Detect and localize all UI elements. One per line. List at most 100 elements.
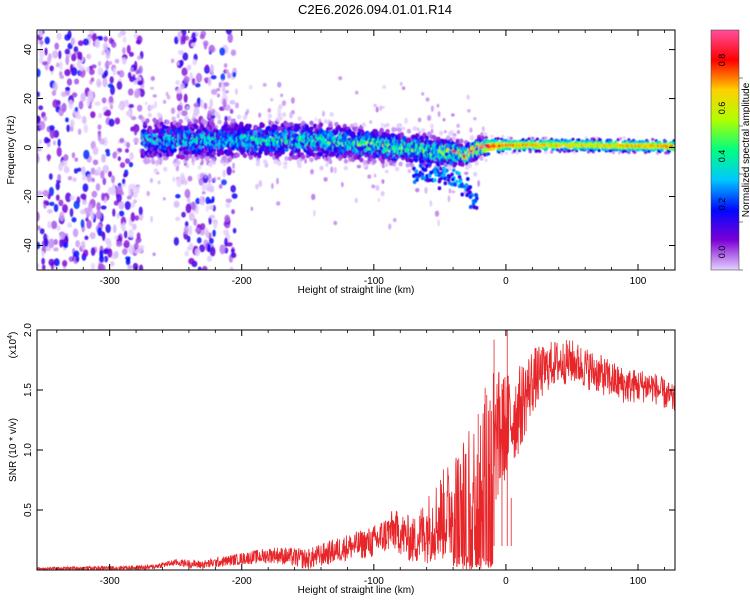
heatmap-cell [181, 110, 188, 117]
heatmap-cell [102, 77, 108, 88]
heatmap-cell [178, 118, 183, 124]
heatmap-cell [406, 128, 412, 134]
heatmap-cell [122, 248, 128, 256]
heatmap-cell [41, 250, 45, 258]
heatmap-cell [343, 165, 349, 171]
heatmap-cell [227, 33, 233, 43]
heatmap-cell [51, 220, 58, 230]
heatmap-cell [64, 69, 71, 77]
heatmap-cell [210, 122, 216, 127]
heatmap-cell [388, 161, 394, 166]
heatmap-cell [314, 117, 318, 122]
heatmap-cell [118, 210, 125, 217]
heatmap-cell [571, 137, 575, 141]
heatmap-cell [441, 173, 446, 178]
heatmap-cell [100, 170, 105, 180]
heatmap-cell [104, 61, 110, 70]
heatmap-cell [217, 176, 221, 181]
heatmap-cell [116, 80, 123, 90]
heatmap-cell [425, 164, 429, 169]
spectrogram-ylabel: Frequency (Hz) [6, 116, 17, 185]
heatmap-cell [53, 238, 58, 246]
heatmap-cell [162, 197, 166, 201]
heatmap-cell [81, 116, 87, 125]
heatmap-cell [206, 186, 213, 192]
heatmap-cell [451, 177, 455, 182]
heatmap-cell [451, 113, 455, 117]
heatmap-cell [71, 53, 77, 62]
heatmap-cell [146, 158, 151, 164]
heatmap-cell [123, 230, 128, 239]
heatmap-cell [577, 138, 581, 142]
heatmap-cell [117, 103, 123, 110]
heatmap-cell [218, 183, 223, 189]
heatmap-cell [338, 76, 343, 81]
heatmap-cell [386, 122, 390, 127]
heatmap-cell [237, 141, 243, 147]
heatmap-cell [557, 139, 561, 143]
heatmap-cell [627, 150, 631, 155]
heatmap-cell [312, 209, 316, 217]
heatmap-cell [375, 185, 380, 191]
heatmap-cell [321, 135, 326, 141]
heatmap-cell [658, 149, 662, 154]
heatmap-cell [177, 50, 185, 56]
heatmap-cell [39, 120, 46, 131]
heatmap-cell [62, 204, 68, 213]
heatmap-cell [597, 148, 601, 153]
heatmap-cell [94, 39, 101, 49]
heatmap-cell [74, 157, 79, 162]
heatmap-cell [534, 149, 538, 153]
heatmap-cell [325, 163, 329, 167]
heatmap-cell [114, 58, 120, 64]
heatmap-cell [617, 151, 621, 155]
heatmap-cell [99, 138, 106, 145]
heatmap-cell [356, 164, 362, 169]
heatmap-cell [176, 88, 183, 94]
heatmap-cell [39, 228, 45, 235]
heatmap-cell [60, 91, 67, 98]
heatmap-cell [270, 97, 274, 102]
spectrogram-xtick-label-2: -100 [364, 276, 384, 287]
heatmap-cell [278, 115, 283, 121]
heatmap-cell [149, 104, 155, 110]
heatmap-cell [115, 240, 123, 247]
heatmap-cell [157, 112, 162, 118]
heatmap-cell [468, 194, 473, 199]
heatmap-cell [219, 47, 226, 56]
heatmap-cell [179, 59, 184, 67]
heatmap-cell [112, 208, 116, 217]
heatmap-cell [190, 42, 197, 47]
heatmap-cell [145, 118, 150, 124]
heatmap-cell [220, 73, 226, 81]
heatmap-cell [134, 215, 140, 221]
heatmap-cell [95, 183, 101, 191]
heatmap-cell [599, 141, 604, 145]
heatmap-cell [123, 173, 127, 178]
heatmap-cell [136, 104, 143, 112]
heatmap-cell [112, 151, 117, 159]
heatmap-cell [105, 49, 111, 60]
heatmap-cell [223, 81, 230, 87]
heatmap-cell [235, 102, 239, 109]
heatmap-cell [490, 134, 494, 138]
heatmap-cell [484, 135, 488, 140]
heatmap-cell [444, 130, 447, 134]
heatmap-cell [67, 175, 73, 181]
heatmap-cell [180, 82, 185, 90]
heatmap-cell [177, 110, 182, 116]
heatmap-cell [327, 155, 332, 161]
heatmap-cell [105, 224, 111, 234]
heatmap-cell [283, 165, 288, 169]
heatmap-cell [38, 105, 44, 111]
heatmap-cell [124, 158, 131, 164]
heatmap-cell [188, 212, 195, 222]
heatmap-cell [230, 118, 236, 124]
heatmap-cell [57, 173, 61, 181]
heatmap-cell [116, 213, 120, 219]
heatmap-cell [103, 36, 108, 42]
heatmap-cell [212, 229, 216, 237]
heatmap-cell [204, 171, 207, 176]
heatmap-cell [207, 110, 212, 119]
heatmap-cell [664, 140, 668, 144]
